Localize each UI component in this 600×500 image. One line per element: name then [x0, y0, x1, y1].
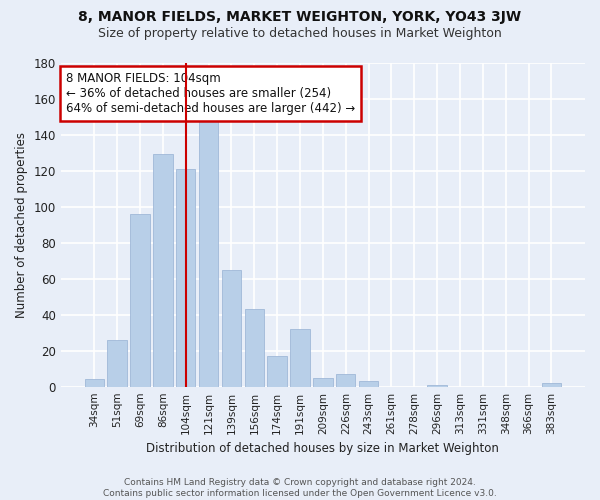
Text: 8, MANOR FIELDS, MARKET WEIGHTON, YORK, YO43 3JW: 8, MANOR FIELDS, MARKET WEIGHTON, YORK, …: [79, 10, 521, 24]
X-axis label: Distribution of detached houses by size in Market Weighton: Distribution of detached houses by size …: [146, 442, 499, 455]
Bar: [427, 385, 447, 386]
Bar: [222, 270, 241, 386]
Bar: [268, 356, 287, 386]
Bar: [290, 329, 310, 386]
Bar: [85, 380, 104, 386]
Bar: [542, 383, 561, 386]
Text: Size of property relative to detached houses in Market Weighton: Size of property relative to detached ho…: [98, 28, 502, 40]
Bar: [176, 169, 196, 386]
Bar: [153, 154, 173, 386]
Bar: [199, 114, 218, 386]
Y-axis label: Number of detached properties: Number of detached properties: [15, 132, 28, 318]
Bar: [336, 374, 355, 386]
Bar: [245, 309, 264, 386]
Bar: [130, 214, 150, 386]
Bar: [359, 382, 379, 386]
Bar: [313, 378, 332, 386]
Text: Contains HM Land Registry data © Crown copyright and database right 2024.
Contai: Contains HM Land Registry data © Crown c…: [103, 478, 497, 498]
Bar: [107, 340, 127, 386]
Text: 8 MANOR FIELDS: 104sqm
← 36% of detached houses are smaller (254)
64% of semi-de: 8 MANOR FIELDS: 104sqm ← 36% of detached…: [66, 72, 355, 115]
